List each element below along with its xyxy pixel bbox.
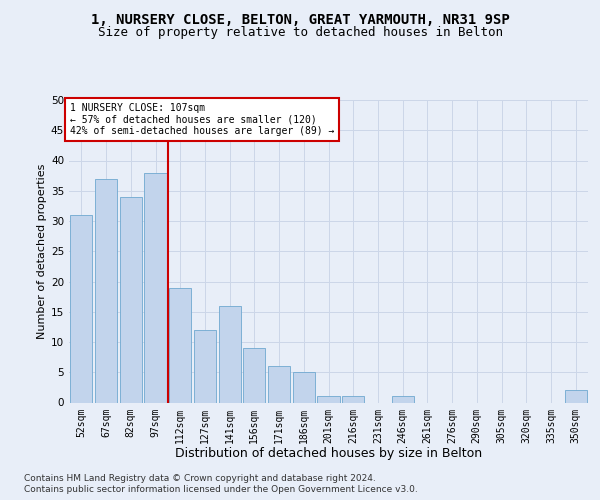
Bar (218, 306, 241, 402)
Text: 1 NURSERY CLOSE: 107sqm
← 57% of detached houses are smaller (120)
42% of semi-d: 1 NURSERY CLOSE: 107sqm ← 57% of detache… (70, 103, 335, 136)
Bar (392, 396, 414, 402)
Text: Contains public sector information licensed under the Open Government Licence v3: Contains public sector information licen… (24, 485, 418, 494)
Bar (342, 396, 364, 402)
Text: Size of property relative to detached houses in Belton: Size of property relative to detached ho… (97, 26, 503, 39)
Bar (169, 288, 191, 403)
Bar (119, 197, 142, 402)
Y-axis label: Number of detached properties: Number of detached properties (37, 164, 47, 339)
Bar (243, 348, 265, 403)
Bar (95, 178, 117, 402)
Bar (194, 330, 216, 402)
Bar (565, 390, 587, 402)
Bar (293, 372, 315, 402)
X-axis label: Distribution of detached houses by size in Belton: Distribution of detached houses by size … (175, 447, 482, 460)
Bar (268, 366, 290, 403)
Bar (145, 172, 167, 402)
Bar (317, 396, 340, 402)
Bar (70, 215, 92, 402)
Text: Contains HM Land Registry data © Crown copyright and database right 2024.: Contains HM Land Registry data © Crown c… (24, 474, 376, 483)
Text: 1, NURSERY CLOSE, BELTON, GREAT YARMOUTH, NR31 9SP: 1, NURSERY CLOSE, BELTON, GREAT YARMOUTH… (91, 12, 509, 26)
